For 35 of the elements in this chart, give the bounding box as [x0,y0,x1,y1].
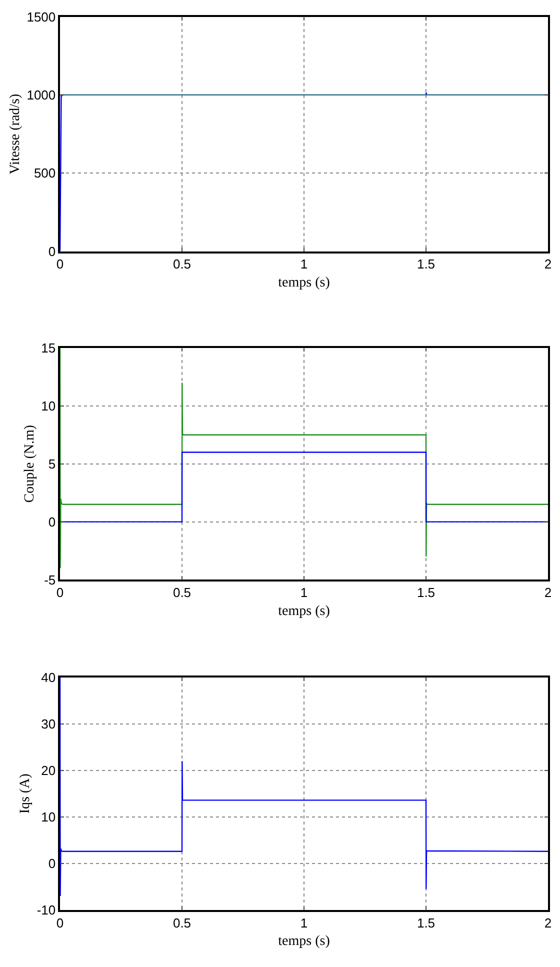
y-tick-label: 15 [41,340,56,356]
y-tick-label: 20 [41,762,56,778]
x-tick-label: 2 [544,585,552,600]
x-axis-title: temps (s) [278,604,330,619]
x-tick-label: 0.5 [172,915,192,930]
x-axis-title: temps (s) [278,934,330,950]
y-tick-label: 40 [41,670,56,685]
x-tick-label: 1.5 [416,256,436,272]
x-axis-title: temps (s) [278,275,330,290]
y-tick-label: 10 [41,809,56,824]
y-tick-label: -10 [36,902,56,918]
x-tick-label: 2 [544,256,552,272]
y-tick-label: 5 [48,456,56,472]
x-tick-label: 0.5 [172,585,192,600]
y-tick-label: 0 [48,244,56,259]
y-tick-label: 500 [34,166,56,181]
y-tick-label: 0 [48,514,56,530]
line-series [60,677,548,897]
x-tick-label: 1 [300,256,308,272]
y-axis-title: Couple (N.m) [22,424,38,503]
y-tick-label: 1000 [26,88,56,102]
x-tick-label: 0.5 [172,256,192,272]
y-tick-label: -5 [44,572,56,588]
x-tick-label: 2 [544,915,552,930]
y-axis-title: Vitesse (rad/s) [8,93,23,174]
y-axis-title: Iqs (A) [18,773,33,814]
y-tick-label: 0 [48,856,56,872]
x-tick-label: 1.5 [416,585,436,600]
y-tick-label: 30 [41,716,56,732]
y-tick-label: 10 [41,398,56,414]
x-tick-label: 1.5 [416,915,436,930]
y-tick-label: 1500 [26,9,56,24]
x-tick-label: 1 [300,915,308,930]
x-tick-label: 1 [300,585,308,600]
line-series [60,348,548,569]
